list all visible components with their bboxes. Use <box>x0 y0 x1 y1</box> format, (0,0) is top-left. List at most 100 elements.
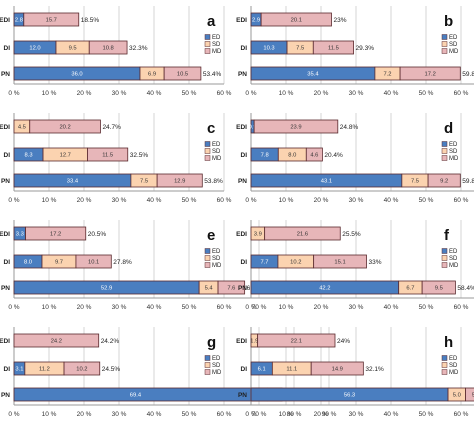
x-tick-label: 60 % <box>217 411 232 418</box>
x-tick-label: 50 % <box>182 411 197 418</box>
data-label: 7.2 <box>383 72 391 78</box>
category-label: EDI <box>0 338 10 345</box>
data-label: 10.5 <box>177 72 188 78</box>
panel-letter: g <box>207 334 216 351</box>
category-label: DI <box>241 45 248 52</box>
data-label: 3.9 <box>254 232 262 238</box>
x-tick-label: 30 % <box>112 304 127 311</box>
legend-swatch <box>441 248 448 254</box>
x-tick-label: 0 % <box>8 197 19 204</box>
category-label: PN <box>238 178 247 185</box>
x-tick-label: 60 % <box>217 90 232 97</box>
legend-swatch <box>441 48 448 54</box>
data-label: 10.1 <box>88 260 99 266</box>
category-label: PN <box>238 392 247 399</box>
panel-letter: d <box>444 120 453 137</box>
panel-f: 0 % 10 % 20 % 30 % 40 % 50 % 60 % 70 % EDI 3.9 21.… <box>236 220 474 311</box>
legend-swatch <box>204 141 211 147</box>
x-tick-label: 90 % <box>322 411 337 418</box>
total-label: 27.8% <box>113 259 132 266</box>
total-label: 25.5% <box>342 231 361 238</box>
data-label: 4.5 <box>18 125 26 131</box>
x-tick-label: 10 % <box>42 90 57 97</box>
data-label: 24.2 <box>51 339 62 345</box>
bar-md <box>260 12 332 27</box>
x-tick-label: 10 % <box>279 411 294 418</box>
x-tick-label: 40 % <box>147 90 162 97</box>
total-label: 18.5% <box>81 17 100 24</box>
total-label: 24.2% <box>101 338 120 345</box>
bar-md <box>23 12 80 27</box>
data-label: 1.9 <box>250 339 258 345</box>
legend-entry: SD <box>212 363 221 369</box>
legend-entry: ED <box>449 35 458 41</box>
data-label: 14.9 <box>332 367 343 373</box>
bar-md <box>465 387 474 402</box>
category-label: EDI <box>0 124 10 131</box>
legend-swatch <box>204 248 211 254</box>
total-label: 23% <box>334 17 347 24</box>
x-tick-label: 10 % <box>42 197 57 204</box>
data-label: 3.1 <box>15 367 23 373</box>
category-label: PN <box>1 71 10 78</box>
x-tick-label: 0 % <box>245 411 256 418</box>
legend-entry: SD <box>212 149 221 155</box>
x-tick-label: 40 % <box>147 197 162 204</box>
category-label: PN <box>238 71 247 78</box>
x-tick-label: 20 % <box>77 304 92 311</box>
x-tick-label: 0 % <box>245 197 256 204</box>
data-label: 6.9 <box>148 72 156 78</box>
category-label: EDI <box>236 17 247 24</box>
total-label: 29.3% <box>356 45 375 52</box>
legend-swatch <box>204 262 211 268</box>
legend-entry: MD <box>449 156 459 162</box>
data-label: 7.7 <box>260 260 268 266</box>
x-tick-label: 60 % <box>217 304 232 311</box>
category-label: DI <box>4 259 11 266</box>
panel-b: 0 %10 %20 %30 %40 %50 %60 %70 %EDI2.920.… <box>236 6 474 97</box>
data-label: 17.2 <box>425 72 436 78</box>
bar-md <box>399 66 461 81</box>
x-tick-label: 0 % <box>8 411 19 418</box>
x-tick-label: 30 % <box>112 197 127 204</box>
legend-swatch <box>204 48 211 54</box>
total-label: 59.8% <box>462 178 474 185</box>
legend-entry: SD <box>212 256 221 262</box>
x-tick-label: 20 % <box>77 197 92 204</box>
data-label: 69.4 <box>130 393 142 399</box>
bar-md <box>13 333 100 348</box>
total-label: 59.8% <box>462 71 474 78</box>
data-label: 11.5 <box>328 46 339 52</box>
legend-swatch <box>441 34 448 40</box>
x-tick-label: 0 % <box>245 90 256 97</box>
legend-swatch <box>441 255 448 261</box>
x-tick-label: 80 % <box>287 411 302 418</box>
bar-md <box>264 226 341 241</box>
data-label: 8.3 <box>24 153 32 159</box>
data-label: 43.1 <box>321 179 332 185</box>
category-label: DI <box>4 366 11 373</box>
legend-swatch <box>204 355 211 361</box>
category-label: PN <box>1 178 10 185</box>
x-tick-label: 10 % <box>279 304 294 311</box>
legend-entry: MD <box>449 49 459 55</box>
category-label: DI <box>241 152 248 159</box>
data-label: 10.3 <box>263 46 274 52</box>
panel-c: 0 % 10 % 20 % 30 % 40 % 50 % 60 % EDI 4.5 20.2 24.… <box>0 113 232 204</box>
legend-entry: MD <box>212 263 222 269</box>
x-tick-label: 20 % <box>77 411 92 418</box>
x-tick-label: 40 % <box>384 197 399 204</box>
data-label: 15.1 <box>334 260 345 266</box>
x-tick-label: 60 % <box>217 197 232 204</box>
legend-swatch <box>441 369 448 375</box>
legend-swatch <box>441 155 448 161</box>
legend-swatch <box>204 255 211 261</box>
x-tick-label: 60 % <box>454 304 469 311</box>
legend-swatch <box>204 148 211 154</box>
total-label: 32.5% <box>130 152 149 159</box>
total-label: 24.5% <box>102 366 121 373</box>
data-label: 15.7 <box>46 18 57 24</box>
bar-md <box>75 254 112 269</box>
x-tick-label: 50 % <box>182 197 197 204</box>
data-label: 8.0 <box>288 153 296 159</box>
